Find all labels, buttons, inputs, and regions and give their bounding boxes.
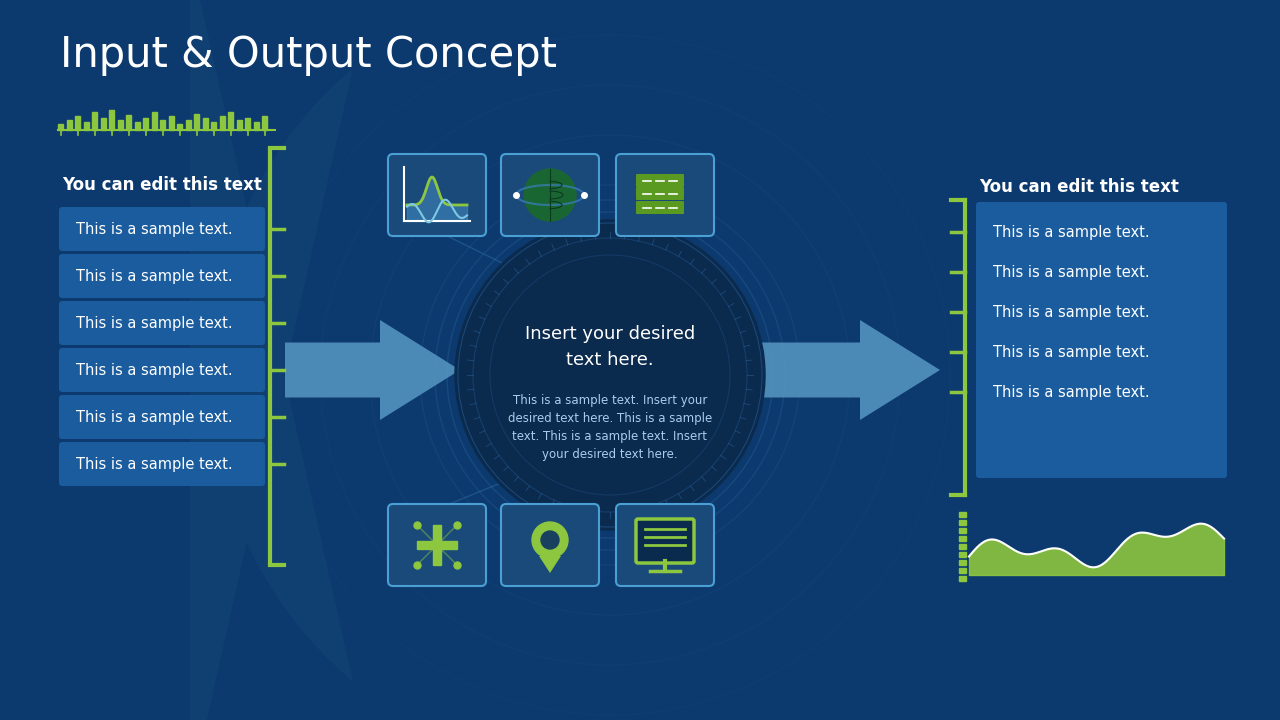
FancyBboxPatch shape [616, 154, 714, 236]
Text: This is a sample text.: This is a sample text. [76, 362, 233, 377]
Text: This is a sample text. Insert your
desired text here. This is a sample
text. Thi: This is a sample text. Insert your desir… [508, 394, 712, 461]
Bar [76, 116, 79, 130]
FancyBboxPatch shape [616, 504, 714, 586]
Bar [186, 120, 191, 130]
Polygon shape [285, 320, 460, 420]
Bar [417, 541, 457, 549]
Bar [195, 114, 198, 130]
Polygon shape [760, 320, 940, 420]
Text: This is a sample text.: This is a sample text. [76, 456, 233, 472]
Bar [58, 124, 63, 130]
Bar [202, 118, 207, 130]
Bar [109, 110, 114, 130]
Bar [160, 120, 165, 130]
Text: This is a sample text.: This is a sample text. [993, 384, 1149, 400]
Bar [228, 112, 233, 130]
FancyBboxPatch shape [59, 301, 265, 345]
FancyBboxPatch shape [500, 504, 599, 586]
Bar [959, 560, 966, 565]
Bar [253, 122, 259, 130]
FancyBboxPatch shape [59, 254, 265, 298]
Bar [151, 112, 156, 130]
Text: This is a sample text.: This is a sample text. [76, 222, 233, 236]
Bar [219, 116, 224, 130]
Bar [959, 544, 966, 549]
Text: Input & Output Concept: Input & Output Concept [60, 34, 557, 76]
FancyBboxPatch shape [636, 519, 694, 563]
Text: This is a sample text.: This is a sample text. [993, 264, 1149, 279]
Bar [92, 112, 97, 130]
FancyBboxPatch shape [388, 504, 486, 586]
Bar [959, 512, 966, 517]
Bar [211, 122, 216, 130]
Bar [433, 525, 442, 565]
Circle shape [454, 220, 765, 530]
Bar [125, 115, 131, 130]
FancyBboxPatch shape [59, 348, 265, 392]
Bar [101, 118, 105, 130]
Bar [959, 576, 966, 581]
Bar [237, 120, 242, 130]
Bar [262, 116, 268, 130]
FancyBboxPatch shape [636, 187, 684, 200]
Text: This is a sample text.: This is a sample text. [76, 315, 233, 330]
FancyBboxPatch shape [388, 154, 486, 236]
Text: This is a sample text.: This is a sample text. [76, 410, 233, 425]
Bar [244, 118, 250, 130]
Bar [143, 118, 148, 130]
Bar [959, 568, 966, 573]
Bar [118, 120, 123, 130]
FancyBboxPatch shape [59, 207, 265, 251]
FancyBboxPatch shape [636, 174, 684, 187]
Circle shape [532, 522, 568, 558]
Polygon shape [189, 0, 353, 720]
Text: This is a sample text.: This is a sample text. [993, 344, 1149, 359]
Text: You can edit this text: You can edit this text [61, 176, 262, 194]
Bar [134, 122, 140, 130]
Bar [67, 120, 72, 130]
Bar [959, 536, 966, 541]
Text: This is a sample text.: This is a sample text. [993, 305, 1149, 320]
FancyBboxPatch shape [59, 442, 265, 486]
Bar [959, 552, 966, 557]
Text: This is a sample text.: This is a sample text. [993, 225, 1149, 240]
Text: You can edit this text: You can edit this text [979, 178, 1179, 196]
Circle shape [524, 169, 576, 221]
Bar [83, 122, 88, 130]
Text: This is a sample text.: This is a sample text. [76, 269, 233, 284]
Bar [169, 116, 174, 130]
FancyBboxPatch shape [977, 202, 1228, 478]
FancyBboxPatch shape [500, 154, 599, 236]
FancyBboxPatch shape [636, 214, 684, 224]
FancyBboxPatch shape [59, 395, 265, 439]
Circle shape [541, 531, 559, 549]
Polygon shape [539, 556, 561, 573]
FancyBboxPatch shape [636, 201, 684, 214]
Bar [177, 124, 182, 130]
Bar [959, 528, 966, 533]
Text: Insert your desired
text here.: Insert your desired text here. [525, 325, 695, 369]
Bar [959, 520, 966, 525]
